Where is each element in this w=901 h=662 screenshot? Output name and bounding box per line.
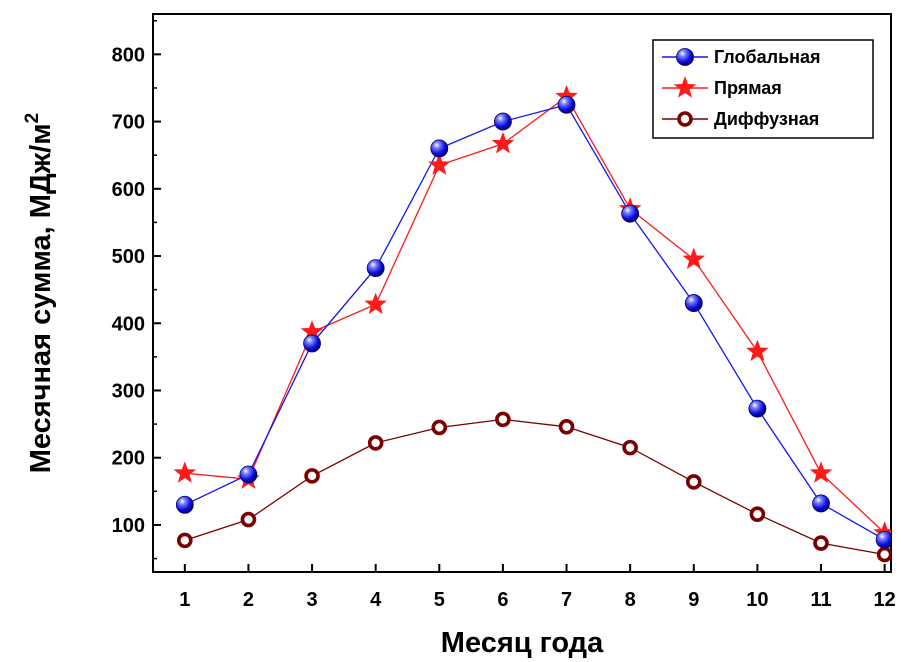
x-tick-label: 3 — [306, 589, 317, 611]
x-tick-label: 12 — [874, 589, 896, 611]
chart-legend: Глобальная Прямая Диффузная — [652, 39, 874, 139]
data-point-global — [239, 465, 258, 484]
y-tick-label: 600 — [112, 179, 145, 201]
data-point-global — [175, 495, 194, 514]
data-point-direct — [491, 131, 515, 154]
data-point-diffuse — [304, 468, 320, 484]
series-line-direct — [184, 95, 886, 534]
x-tick-label: 7 — [561, 589, 572, 611]
data-point-diffuse — [177, 532, 193, 549]
y-tick-label: 400 — [112, 313, 145, 335]
data-point-global — [494, 112, 512, 131]
y-tick-label: 300 — [112, 380, 145, 402]
x-tick-label: 6 — [497, 589, 508, 611]
x-axis-title: Месяц года — [441, 627, 604, 659]
plot-area-frame — [152, 13, 892, 573]
series-line-diffuse — [184, 418, 885, 556]
y-axis-title: Месячная сумма, МДж/м2 — [22, 113, 57, 474]
y-tick-label: 100 — [112, 515, 145, 537]
data-point-global — [430, 139, 449, 158]
y-axis-title-superscript: 2 — [22, 113, 43, 124]
series-layer — [173, 84, 891, 563]
y-axis-title-text: Месячная сумма, МДж/м — [25, 123, 57, 473]
legend-item-global: Глобальная — [662, 47, 821, 67]
legend-marker-direct — [673, 76, 697, 98]
y-tick-label: 800 — [112, 44, 145, 66]
x-tick-label: 1 — [179, 589, 190, 611]
legend-label-diffuse: Диффузная — [714, 109, 819, 129]
y-tick-label: 500 — [112, 246, 145, 268]
data-point-global — [812, 494, 830, 513]
data-point-direct — [746, 339, 769, 362]
x-tick-label: 2 — [243, 589, 254, 611]
data-point-diffuse — [876, 546, 891, 563]
data-point-diffuse — [367, 435, 384, 451]
data-point-global — [303, 334, 321, 353]
data-point-global — [748, 399, 767, 418]
data-point-direct — [364, 292, 387, 315]
data-point-global — [621, 204, 640, 223]
data-point-diffuse — [495, 411, 511, 428]
data-point-diffuse — [240, 511, 257, 528]
series-line-global — [184, 104, 885, 541]
x-axis-ticks: 1 2 3 4 5 6 7 8 9 10 11 12 — [179, 564, 896, 611]
data-point-diffuse — [431, 419, 448, 436]
data-point-direct — [682, 247, 706, 269]
x-tick-label: 5 — [434, 589, 445, 611]
data-point-diffuse — [622, 439, 638, 456]
data-point-global — [557, 95, 576, 114]
x-tick-label: 10 — [746, 589, 768, 611]
legend-marker-diffuse — [677, 111, 693, 127]
data-point-direct — [428, 153, 451, 175]
x-tick-label: 9 — [688, 589, 699, 611]
y-tick-label: 700 — [112, 112, 145, 134]
data-point-diffuse — [813, 535, 829, 551]
x-tick-label: 8 — [625, 589, 636, 611]
y-axis-ticks: 100 200 300 400 500 600 700 800 — [112, 19, 161, 560]
legend-label-direct: Прямая — [714, 78, 782, 98]
data-point-global — [366, 259, 385, 278]
data-point-global — [684, 294, 703, 312]
data-point-diffuse — [749, 506, 766, 522]
x-tick-label: 11 — [810, 589, 831, 611]
data-point-diffuse — [558, 418, 575, 435]
legend-item-direct: Прямая — [662, 76, 782, 98]
x-tick-label: 4 — [370, 589, 382, 611]
legend-marker-global — [676, 48, 694, 66]
legend-item-diffuse: Диффузная — [662, 109, 819, 129]
data-point-global — [875, 530, 891, 549]
data-point-direct — [809, 461, 833, 483]
data-point-diffuse — [685, 474, 702, 490]
y-tick-label: 200 — [112, 448, 145, 470]
legend-label-global: Глобальная — [714, 47, 821, 67]
data-point-direct — [173, 461, 197, 483]
